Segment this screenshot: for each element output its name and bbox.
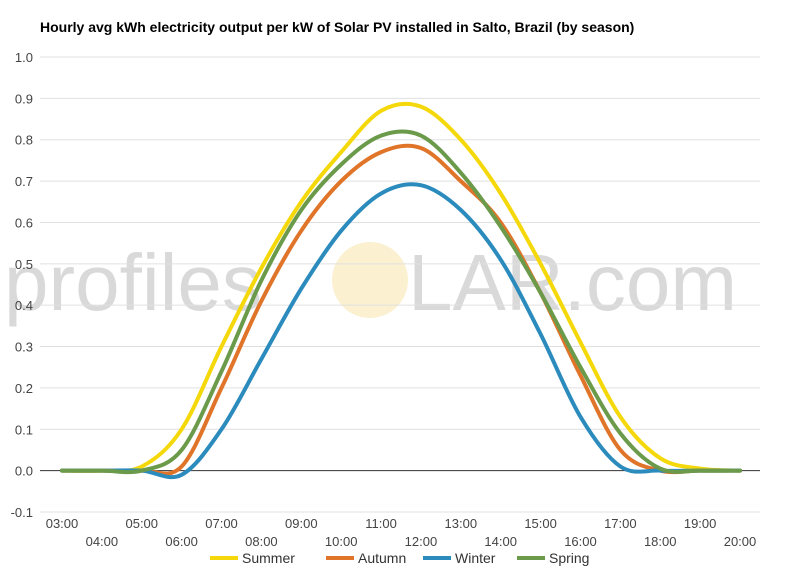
series-line-winter bbox=[60, 182, 742, 480]
watermark-sun-icon bbox=[332, 242, 408, 318]
x-tick-label: 18:00 bbox=[644, 534, 677, 549]
legend-label-spring: Spring bbox=[549, 550, 589, 566]
x-tick-label: 04:00 bbox=[86, 534, 119, 549]
x-tick-label: 10:00 bbox=[325, 534, 358, 549]
x-tick-label: 15:00 bbox=[524, 516, 557, 531]
legend-label-winter: Winter bbox=[455, 550, 496, 566]
series-group bbox=[60, 101, 742, 480]
y-axis: -0.1 0.0 0.1 0.2 0.3 0.4 0.5 0.6 0.7 0.8 0.9 1.0 bbox=[11, 50, 33, 520]
series-line-spring bbox=[60, 129, 742, 475]
y-tick-label: 0.2 bbox=[15, 381, 33, 396]
series-line-autumn bbox=[60, 143, 742, 476]
grid bbox=[40, 56, 760, 513]
chart-title: Hourly avg kWh electricity output per kW… bbox=[40, 19, 635, 35]
y-tick-label: 0.7 bbox=[15, 174, 33, 189]
series-line-summer bbox=[60, 101, 742, 473]
legend-label-summer: Summer bbox=[242, 550, 295, 566]
x-tick-label: 19:00 bbox=[684, 516, 717, 531]
x-axis: 03:00 04:00 05:00 06:00 07:00 08:00 09:00 10:00… bbox=[46, 516, 757, 549]
y-tick-label: -0.1 bbox=[11, 505, 33, 520]
x-tick-label: 20:00 bbox=[724, 534, 757, 549]
x-tick-label: 07:00 bbox=[205, 516, 238, 531]
x-tick-label: 06:00 bbox=[165, 534, 198, 549]
x-tick-label: 16:00 bbox=[564, 534, 597, 549]
y-tick-label: 1.0 bbox=[15, 50, 33, 65]
x-tick-label: 08:00 bbox=[245, 534, 278, 549]
legend: Summer Autumn Winter Spring bbox=[210, 550, 589, 566]
y-tick-label: 0.4 bbox=[15, 298, 33, 313]
legend-label-autumn: Autumn bbox=[358, 550, 406, 566]
watermark-text-right: LAR.com bbox=[408, 238, 737, 327]
y-tick-label: 0.6 bbox=[15, 215, 33, 230]
x-tick-label: 12:00 bbox=[405, 534, 438, 549]
x-tick-label: 03:00 bbox=[46, 516, 79, 531]
y-tick-label: 0.8 bbox=[15, 133, 33, 148]
y-tick-label: 0.9 bbox=[15, 91, 33, 106]
watermark-text-left: profiles bbox=[4, 238, 262, 327]
x-tick-label: 05:00 bbox=[125, 516, 158, 531]
x-tick-label: 13:00 bbox=[445, 516, 478, 531]
y-tick-label: 0.1 bbox=[15, 422, 33, 437]
y-tick-label: 0.0 bbox=[15, 464, 33, 479]
y-tick-label: 0.3 bbox=[15, 340, 33, 355]
watermark: profiles LAR.com bbox=[4, 238, 737, 327]
x-tick-label: 09:00 bbox=[285, 516, 318, 531]
x-tick-label: 14:00 bbox=[484, 534, 517, 549]
y-tick-label: 0.5 bbox=[15, 257, 33, 272]
x-tick-label: 11:00 bbox=[365, 516, 397, 531]
x-tick-label: 17:00 bbox=[604, 516, 637, 531]
